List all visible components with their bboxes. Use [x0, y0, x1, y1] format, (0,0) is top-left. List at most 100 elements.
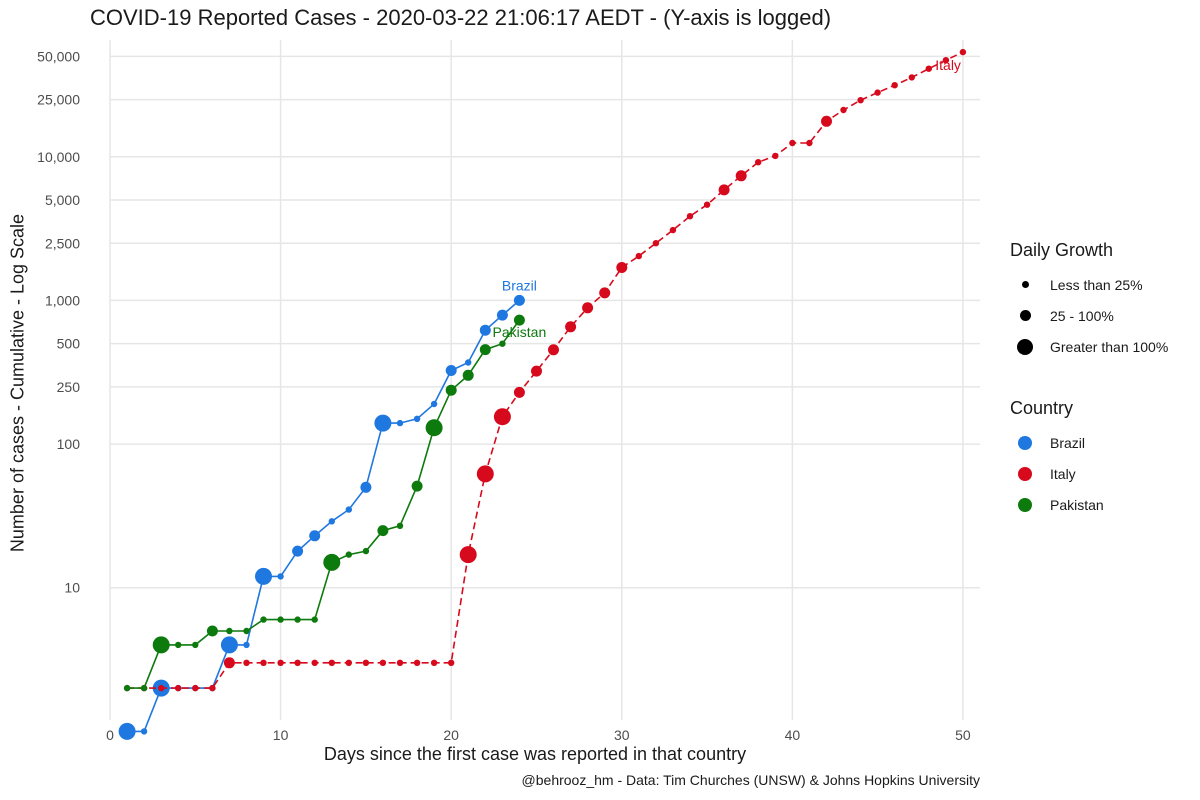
italy-point	[277, 659, 284, 666]
brazil-point	[445, 365, 457, 376]
y-tick-label: 5,000	[45, 192, 80, 208]
pakistan-point	[445, 384, 457, 396]
pakistan-point	[192, 641, 199, 649]
pakistan-point	[260, 616, 267, 623]
italy-point	[874, 89, 881, 96]
pakistan-point	[123, 684, 131, 692]
pakistan-point	[499, 340, 506, 347]
x-tick-label: 30	[614, 727, 630, 743]
italy-point	[565, 321, 577, 333]
brazil-point	[345, 506, 352, 513]
pakistan-series-label: Pakistan	[493, 324, 547, 340]
color-legend-label: Pakistan	[1050, 496, 1104, 513]
italy-point	[703, 201, 711, 208]
pakistan-point	[377, 525, 389, 537]
italy-point	[531, 365, 542, 377]
italy-point	[260, 659, 267, 666]
italy-point	[476, 465, 494, 483]
italy-point	[942, 57, 950, 64]
brazil-point	[430, 400, 438, 408]
brazil-point	[360, 481, 372, 493]
italy-point	[669, 226, 677, 234]
italy-point	[789, 139, 796, 147]
color-legend-item: Italy	[1010, 458, 1104, 489]
italy-point	[493, 408, 511, 426]
size-legend-label: Greater than 100%	[1050, 338, 1169, 355]
italy-point	[806, 139, 813, 147]
brazil-series-label: Brazil	[502, 277, 537, 293]
size-legend-item: 25 - 100%	[1010, 300, 1168, 331]
brazil-point	[479, 324, 491, 336]
brazil-point	[328, 518, 335, 525]
italy-point	[175, 684, 182, 692]
pakistan-point	[277, 616, 284, 623]
y-tick-label: 10	[64, 580, 80, 596]
italy-point	[582, 302, 594, 314]
pakistan-point	[425, 419, 443, 437]
color-legend: Country Brazil Italy Pakistan	[1010, 398, 1104, 520]
y-tick-label: 1,000	[45, 292, 80, 308]
italy-point	[345, 659, 352, 666]
italy-point	[311, 659, 318, 666]
italy-point	[718, 184, 730, 196]
italy-point	[192, 684, 199, 692]
brazil-point	[255, 567, 272, 585]
size-legend-label: 25 - 100%	[1050, 307, 1114, 324]
x-axis-label: Days since the first case was reported i…	[323, 744, 747, 764]
italy-point	[635, 252, 642, 260]
pakistan-line	[127, 319, 521, 689]
pakistan-point	[311, 616, 318, 623]
italy-point	[925, 65, 932, 72]
color-legend-label: Italy	[1050, 465, 1076, 482]
italy-point	[772, 152, 779, 160]
brazil-point	[413, 415, 421, 422]
italy-point	[548, 344, 559, 356]
italy-point	[379, 659, 387, 666]
italy-point	[599, 287, 611, 299]
italy-point	[362, 659, 370, 666]
pakistan-point	[479, 344, 491, 356]
brazil-point	[309, 530, 321, 542]
chart-title: COVID-19 Reported Cases - 2020-03-22 21:…	[90, 5, 832, 30]
color-legend-label: Brazil	[1050, 434, 1086, 451]
size-legend-item: Less than 25%	[1010, 269, 1168, 300]
y-tick-label: 10,000	[37, 149, 80, 165]
italy-series-label: Italy	[935, 57, 961, 73]
x-tick-label: 50	[955, 727, 971, 743]
brazil-point	[220, 636, 238, 654]
color-legend-item: Brazil	[1010, 427, 1104, 458]
x-tick-label: 20	[443, 727, 459, 743]
y-tick-label: 250	[57, 379, 81, 395]
small-dot-icon	[1021, 281, 1029, 288]
large-dot-icon	[1017, 338, 1033, 355]
brazil-point	[513, 294, 525, 306]
italy-line	[127, 51, 964, 689]
pakistan-point	[345, 551, 352, 558]
y-tick-label: 25,000	[37, 92, 80, 108]
medium-dot-icon	[1019, 310, 1031, 321]
color-legend-title: Country	[1010, 398, 1074, 418]
brazil-point	[140, 728, 148, 735]
italy-point	[821, 115, 832, 127]
italy-point	[294, 659, 301, 666]
pakistan-point	[226, 627, 233, 635]
brazil-point	[292, 545, 304, 557]
brazil-point	[374, 414, 392, 432]
italy-point	[243, 659, 250, 666]
italy-point	[396, 659, 404, 666]
brazil-point	[243, 641, 250, 649]
pakistan-point	[140, 684, 148, 692]
italy-point	[459, 546, 477, 564]
pakistan-point	[152, 636, 170, 654]
italy-point	[448, 659, 455, 666]
y-axis-label: Number of cases - Cumulative - Log Scale	[7, 213, 28, 553]
italy-point	[413, 659, 421, 666]
size-legend-label: Less than 25%	[1050, 276, 1143, 293]
italy-point	[223, 657, 235, 669]
italy-swatch-icon	[1018, 466, 1032, 481]
italy-point	[430, 659, 438, 666]
size-legend: Daily Growth Less than 25% 25 - 100% Gre…	[1010, 240, 1168, 362]
pakistan-point	[243, 627, 250, 635]
brazil-swatch-icon	[1018, 435, 1032, 450]
